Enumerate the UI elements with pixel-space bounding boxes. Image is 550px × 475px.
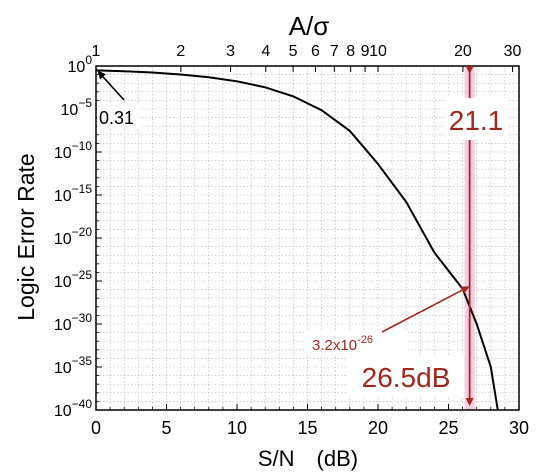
x-axis-label: S/N (dB) <box>258 446 358 471</box>
grid-lines <box>96 66 519 410</box>
y-tick-label: 10−10 <box>54 139 92 162</box>
top-tick-label: 30 <box>504 43 522 60</box>
start-arrow <box>97 70 125 101</box>
top-axis-label: A/σ <box>289 11 330 41</box>
x-tick-label: 5 <box>161 418 171 438</box>
x-tick-label: 15 <box>297 418 317 438</box>
annotations: 21.1 26.5dB 3.2x10-26 0.31 <box>97 66 507 406</box>
start-label-box <box>97 103 141 129</box>
x-tick-label: 30 <box>509 418 529 438</box>
top-tick-label: 20 <box>454 43 472 60</box>
top-tick-label: 1 <box>92 43 101 60</box>
top-tick-label: 5 <box>289 43 298 60</box>
x-tick-label: 0 <box>91 418 101 438</box>
point-label: 3.2x10-26 <box>312 334 373 354</box>
top-tick-label: 8 <box>346 43 355 60</box>
ticks <box>95 65 520 411</box>
x-tick-label: 10 <box>227 418 247 438</box>
top-tick-label: 10 <box>369 43 387 60</box>
top-tick-label: 6 <box>311 43 320 60</box>
y-tick-label: 10−30 <box>54 311 92 334</box>
start-label: 0.31 <box>99 108 134 128</box>
top-tick-label: 2 <box>176 43 185 60</box>
db-label: 26.5dB <box>362 362 451 393</box>
y-tick-label: 10−25 <box>54 268 92 291</box>
y-tick-label: 10−5 <box>61 96 93 119</box>
y-tick-label: 100 <box>68 53 93 76</box>
y-tick-label: 10−20 <box>54 225 92 248</box>
db-label-box <box>348 356 464 396</box>
top-tick-label: 4 <box>261 43 270 60</box>
y-tick-label: 10−35 <box>54 354 92 377</box>
top-tick-label: 9 <box>361 43 370 60</box>
y-axis-label: Logic Error Rate <box>13 153 39 320</box>
x-tick-label: 25 <box>438 418 458 438</box>
x-tick-label: 20 <box>368 418 388 438</box>
point-label-box <box>306 330 408 354</box>
y-tick-label: 10−40 <box>54 397 92 420</box>
top-tick-label: 7 <box>330 43 339 60</box>
ratio-label-box <box>444 98 507 140</box>
tick-labels: 0 5 10 15 20 25 301 2 3 4 5 6 7 8 9 10 20 3010010−510−101… <box>54 43 529 438</box>
y-tick-label: 10−15 <box>54 182 92 205</box>
point-arrow <box>381 286 470 333</box>
top-tick-label: 3 <box>226 43 235 60</box>
ratio-label: 21.1 <box>449 105 504 136</box>
